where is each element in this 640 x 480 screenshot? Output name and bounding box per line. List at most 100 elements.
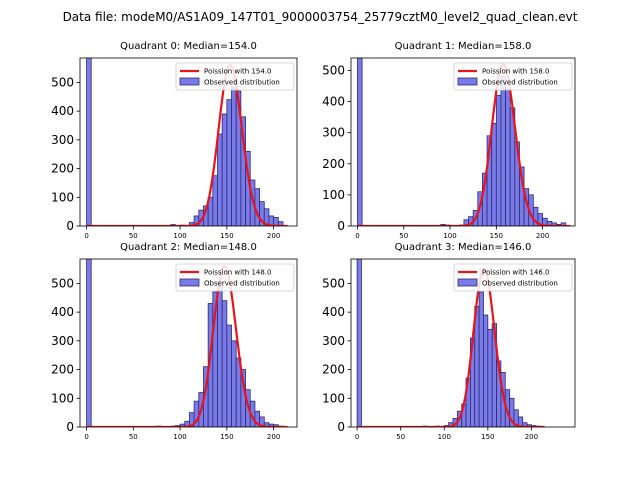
histogram-bar [217,285,223,427]
histogram-bar [487,328,493,427]
x-tick-label: 150 [490,232,503,240]
y-tick-label: 0 [337,420,345,434]
panel-quadrant-3: Quadrant 3: Median=146.00100200300400500… [322,242,576,441]
legend-frame [453,263,573,292]
histogram-bar [212,175,218,226]
y-tick-label: 100 [51,190,74,204]
legend-entry-observed: Observed distribution [204,79,280,87]
histogram-bar [221,113,228,226]
legend-bar-swatch [179,278,200,287]
panel-quadrant-2: Quadrant 2: Median=148.0 0 100 200 300 400 500… [51,242,298,441]
x-tick-label: 200 [267,232,280,240]
legend: Poission with 148.0 Observed distribution [175,263,295,292]
panel-title: Quadrant 0: Median=154.0 [120,41,257,52]
y-tick-label: 500 [51,276,74,290]
y-tick-label: 0 [66,420,74,434]
histogram-bar [356,259,362,427]
x-tick-label: 0 [355,232,359,240]
legend-entry-observed: Observed distribution [482,79,558,87]
y-tick-label: 500 [322,276,345,290]
x-tick-label: 150 [220,433,233,441]
legend-entry-poisson: Poission with 148.0 [204,269,272,277]
x-tick-label: 200 [525,433,538,441]
y-tick-label: 400 [322,305,345,319]
plot-area [357,58,571,226]
y-tick-label: 100 [322,188,345,202]
y-tick-label: 200 [322,157,345,171]
legend-bar-swatch [457,278,478,287]
y-tick-label: 0 [66,219,74,233]
y-tick-label: 200 [51,363,74,377]
y-tick-label: 400 [51,104,74,118]
legend: Poission with 146.0 Observed distribution [453,263,573,292]
histogram-bar [491,122,497,226]
poisson-curve [86,265,288,427]
x-tick-label: 200 [267,433,280,441]
histogram-bar [231,86,237,226]
plot-area [86,259,288,427]
panel-title: Quadrant 3: Median=146.0 [395,242,532,253]
y-tick-label: 300 [322,334,345,348]
x-tick-label: 100 [173,433,186,441]
histogram-bar [500,76,506,226]
histogram-bar [357,58,363,226]
axes-frame [79,57,298,227]
legend-entry-poisson: Poission with 146.0 [482,269,550,277]
legend: Poission with 158.0 Observed distribution [453,62,573,91]
axes-frame [350,258,576,428]
y-tick-label: 400 [322,95,345,109]
x-tick-label: 150 [220,232,233,240]
histogram-bar [226,324,232,427]
histogram-bar [217,133,223,226]
figure-suptitle: Data file: modeM0/AS1A09_147T01_90000037… [63,10,578,24]
x-tick-label: 50 [396,433,405,441]
histogram-bar [221,300,228,427]
y-tick-label: 0 [337,219,345,233]
x-tick-label: 50 [129,433,138,441]
y-tick-label: 300 [322,126,345,140]
y-tick-label: 100 [51,391,74,405]
y-tick-label: 300 [51,133,74,147]
y-tick-label: 300 [51,334,74,348]
histogram-bar [86,259,92,427]
panel-quadrant-0: Quadrant 0: Median=154.00100200300400500… [51,41,298,240]
histogram-bar [231,340,237,427]
legend-frame [175,62,295,91]
panel-title: Quadrant 2: Median=148.0 [120,242,257,253]
y-tick-label: 400 [51,305,74,319]
histogram-bar [474,305,480,427]
histogram-bar [517,416,524,427]
x-tick-label: 200 [536,232,549,240]
histogram-bar [86,58,92,226]
y-tick-label: 500 [51,75,74,89]
x-tick-label: 0 [355,433,359,441]
legend-frame [175,263,295,292]
y-tick-label: 200 [322,363,345,377]
legend-bar-swatch [457,77,478,86]
x-tick-label: 0 [84,232,88,240]
histogram-bar [259,416,265,427]
legend-entry-observed: Observed distribution [482,280,558,288]
axes-frame [79,258,298,428]
legend: Poission with 154.0 Observed distribution [175,62,295,91]
plot-area [356,259,545,427]
y-tick-label: 500 [322,63,345,77]
histogram-bar [495,94,502,226]
y-tick-label: 100 [322,391,345,405]
x-tick-label: 100 [443,232,456,240]
histogram-bar [505,88,511,226]
panel-quadrant-1: Quadrant 1: Median=158.00100200300400500… [322,41,576,240]
legend-bar-swatch [179,77,200,86]
y-tick-label: 200 [51,162,74,176]
legend-entry-poisson: Poission with 154.0 [204,68,272,76]
panels-container: Quadrant 0: Median=154.00100200300400500… [51,41,576,441]
x-tick-label: 50 [129,232,138,240]
x-tick-label: 50 [399,232,408,240]
histogram-bar [483,314,489,427]
legend-entry-poisson: Poission with 158.0 [482,68,550,76]
axes-frame [350,57,576,227]
x-tick-label: 150 [481,433,494,441]
poisson-curve [357,268,545,427]
panel-title: Quadrant 1: Median=158.0 [395,41,532,52]
